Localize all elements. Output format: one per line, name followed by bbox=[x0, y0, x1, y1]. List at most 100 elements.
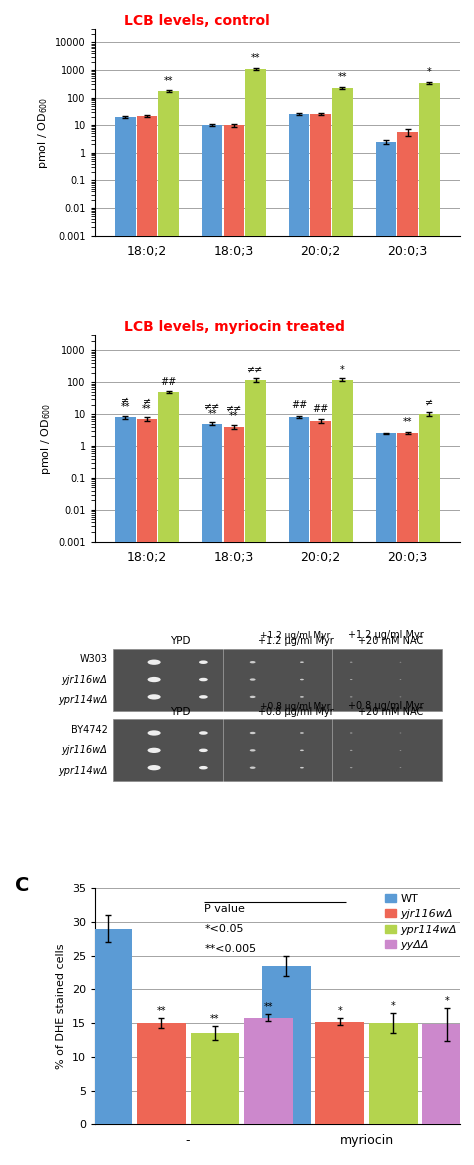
Bar bbox=[332, 380, 353, 1165]
Text: ≠: ≠ bbox=[143, 396, 151, 407]
Bar bbox=[245, 380, 266, 1165]
Bar bbox=[191, 1033, 239, 1124]
Bar bbox=[158, 91, 179, 1165]
Bar bbox=[137, 419, 157, 1165]
Text: ≠: ≠ bbox=[425, 397, 433, 408]
Y-axis label: pmol / OD$_{600}$: pmol / OD$_{600}$ bbox=[39, 402, 53, 474]
Bar bbox=[224, 426, 244, 1165]
Circle shape bbox=[199, 678, 208, 682]
Bar bbox=[115, 116, 136, 1165]
Circle shape bbox=[147, 730, 161, 735]
Bar bbox=[202, 424, 222, 1165]
Bar bbox=[397, 133, 418, 1165]
Bar bbox=[289, 114, 310, 1165]
Text: **: ** bbox=[337, 72, 347, 83]
Bar bbox=[422, 1024, 471, 1124]
Circle shape bbox=[250, 678, 255, 680]
Bar bbox=[158, 391, 179, 1165]
Text: **: ** bbox=[229, 411, 238, 421]
Text: LCB levels, control: LCB levels, control bbox=[124, 14, 270, 28]
Circle shape bbox=[147, 677, 161, 683]
Circle shape bbox=[199, 732, 208, 735]
Bar bbox=[137, 115, 157, 1165]
Circle shape bbox=[300, 733, 304, 734]
Circle shape bbox=[250, 661, 255, 663]
Bar bbox=[202, 125, 222, 1165]
Circle shape bbox=[199, 749, 208, 753]
Circle shape bbox=[147, 659, 161, 665]
Circle shape bbox=[250, 696, 255, 698]
Circle shape bbox=[300, 767, 304, 769]
Text: *: * bbox=[340, 365, 345, 375]
Text: ##: ## bbox=[313, 404, 329, 414]
Text: **: ** bbox=[164, 76, 173, 85]
Bar bbox=[289, 417, 310, 1165]
Text: ##: ## bbox=[291, 401, 307, 410]
Circle shape bbox=[250, 732, 255, 734]
Text: ##: ## bbox=[161, 377, 177, 387]
Text: YPD: YPD bbox=[170, 636, 191, 647]
Text: BY4742: BY4742 bbox=[71, 725, 108, 735]
Circle shape bbox=[199, 696, 208, 699]
Y-axis label: % of DHE stained cells: % of DHE stained cells bbox=[56, 944, 66, 1069]
Bar bbox=[245, 69, 266, 1165]
Text: *: * bbox=[445, 996, 449, 1005]
Text: **: ** bbox=[403, 417, 412, 426]
Text: P value: P value bbox=[204, 904, 245, 913]
Text: +20 mM NAC: +20 mM NAC bbox=[358, 636, 423, 647]
Circle shape bbox=[147, 765, 161, 770]
Bar bbox=[262, 966, 310, 1124]
Text: **: ** bbox=[207, 409, 217, 418]
Circle shape bbox=[250, 749, 255, 751]
Text: ≠≠: ≠≠ bbox=[226, 403, 242, 414]
Text: yjr116wΔ: yjr116wΔ bbox=[62, 675, 108, 685]
Bar bbox=[83, 929, 132, 1124]
Text: *: * bbox=[337, 1007, 342, 1016]
Text: +0.8 μg/ml Myr: +0.8 μg/ml Myr bbox=[258, 707, 333, 718]
Text: **: ** bbox=[264, 1002, 273, 1012]
Bar bbox=[419, 83, 440, 1165]
Bar bbox=[369, 1023, 418, 1124]
Text: yjr116wΔ: yjr116wΔ bbox=[62, 746, 108, 755]
Bar bbox=[224, 125, 244, 1165]
Text: YPD: YPD bbox=[170, 707, 191, 718]
Text: **<0.005: **<0.005 bbox=[204, 945, 256, 954]
Text: *: * bbox=[427, 68, 432, 77]
Text: *<0.05: *<0.05 bbox=[204, 924, 244, 934]
Text: **: ** bbox=[142, 403, 152, 414]
Bar bbox=[310, 114, 331, 1165]
Bar bbox=[113, 719, 441, 782]
Circle shape bbox=[300, 697, 304, 698]
Bar bbox=[375, 142, 396, 1165]
Text: C: C bbox=[15, 876, 29, 896]
Bar bbox=[244, 1018, 293, 1124]
Text: *: * bbox=[391, 1001, 396, 1011]
Text: **: ** bbox=[251, 54, 260, 63]
Circle shape bbox=[199, 661, 208, 664]
Text: **: ** bbox=[210, 1015, 219, 1024]
Text: **: ** bbox=[120, 402, 130, 412]
Text: ypr114wΔ: ypr114wΔ bbox=[58, 767, 108, 776]
Bar bbox=[332, 89, 353, 1165]
Bar bbox=[419, 414, 440, 1165]
Bar bbox=[397, 433, 418, 1165]
Text: ≠≠: ≠≠ bbox=[247, 365, 264, 374]
Circle shape bbox=[300, 749, 304, 751]
Text: +20 mM NAC: +20 mM NAC bbox=[358, 707, 423, 718]
Circle shape bbox=[300, 662, 304, 663]
Bar bbox=[115, 417, 136, 1165]
Text: W303: W303 bbox=[80, 654, 108, 664]
Y-axis label: pmol / OD$_{600}$: pmol / OD$_{600}$ bbox=[36, 97, 50, 169]
Bar bbox=[113, 649, 441, 711]
Text: ≠≠: ≠≠ bbox=[204, 402, 220, 411]
Circle shape bbox=[147, 748, 161, 753]
Circle shape bbox=[147, 694, 161, 699]
Bar bbox=[310, 422, 331, 1165]
Text: +1.2 μg/ml Myr: +1.2 μg/ml Myr bbox=[347, 630, 423, 641]
Text: ≠: ≠ bbox=[121, 395, 129, 405]
Text: +0.8 μg/ml Myr: +0.8 μg/ml Myr bbox=[347, 701, 423, 712]
Circle shape bbox=[250, 767, 255, 769]
Circle shape bbox=[199, 765, 208, 769]
Text: +0.8 μg/ml Myr: +0.8 μg/ml Myr bbox=[260, 701, 331, 711]
Text: ypr114wΔ: ypr114wΔ bbox=[58, 696, 108, 705]
